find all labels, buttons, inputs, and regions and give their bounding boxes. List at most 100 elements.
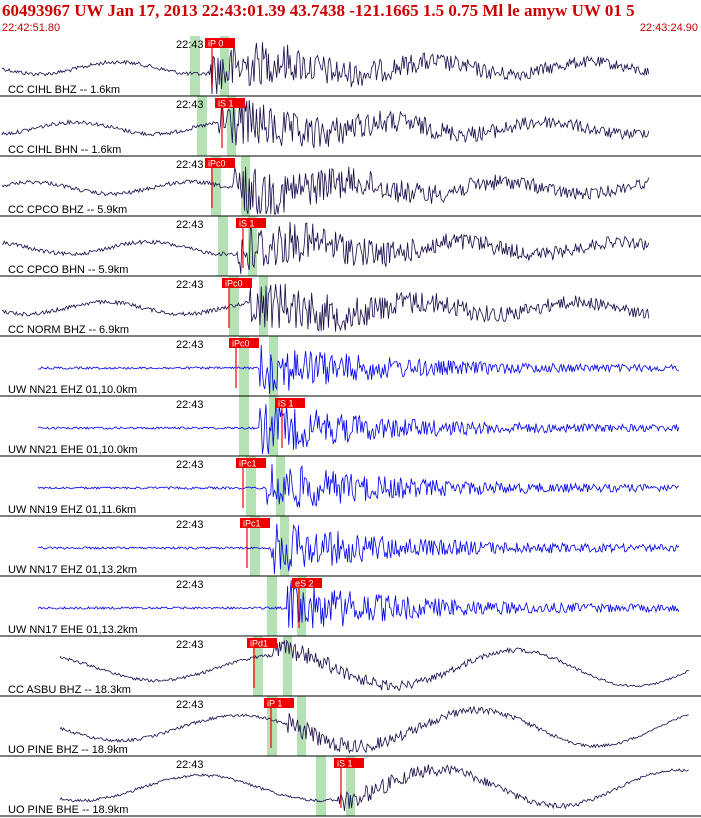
trace-time-label: 22:43 — [176, 699, 204, 711]
station-label: UW NN21 EHZ 01,10.0km — [8, 384, 137, 396]
s-window-band — [280, 516, 289, 576]
trace-panel[interactable]: 22:43 UW NN21 EHZ 01,10.0km iPc0 — [0, 338, 701, 397]
p-window-band — [211, 156, 221, 216]
s-window-band — [276, 456, 285, 516]
phase-pick-flag[interactable] — [205, 38, 235, 48]
phase-pick-flag[interactable] — [236, 218, 266, 228]
trace-panel[interactable]: 22:43 CC ASBU BHZ -- 18.3km iPd1 — [0, 638, 701, 697]
station-label: CC NORM BHZ -- 6.9km — [8, 324, 129, 336]
waveform-trace[interactable] — [37, 403, 680, 455]
trace-panel[interactable]: 22:43 UW NN19 EHZ 01,11.6km iPc1 — [0, 458, 701, 517]
phase-pick-label: iS 1 — [239, 219, 255, 229]
trace-panel[interactable]: 22:43 UW NN17 EHE 01,13.2km eS 2 — [0, 578, 701, 637]
trace-time-label: 22:43 — [176, 759, 204, 771]
trace-panel[interactable]: 22:43 CC NORM BHZ -- 6.9km iPc0 — [0, 278, 701, 337]
trace-time-label: 22:43 — [176, 339, 204, 351]
waveform-trace[interactable] — [37, 523, 680, 575]
phase-pick-label: iPd1 — [250, 639, 268, 649]
phase-pick-flag[interactable] — [275, 398, 305, 408]
waveform-trace[interactable] — [1, 42, 650, 95]
p-window-band — [246, 456, 256, 516]
trace-time-label: 22:43 — [176, 579, 204, 591]
waveform-trace[interactable] — [59, 764, 689, 811]
trace-panel[interactable]: 22:43 UW NN17 EHZ 01,13.2km iPc1 — [0, 518, 701, 577]
phase-pick-label: iP 0 — [208, 39, 223, 49]
phase-pick-flag[interactable] — [247, 638, 277, 648]
station-label: UO PINE BHZ -- 18.9km — [8, 744, 128, 756]
p-window-band — [267, 576, 277, 636]
station-label: UW NN17 EHZ 01,13.2km — [8, 564, 137, 576]
phase-pick-label: iPc0 — [225, 279, 243, 289]
trace-time-label: 22:43 — [176, 219, 204, 231]
s-window-band — [269, 336, 278, 396]
event-title: 60493967 UW Jan 17, 2013 22:43:01.39 43.… — [2, 1, 635, 20]
s-window-band — [297, 696, 306, 756]
seismogram-panel[interactable]: 22:43 CC CIHL BHZ -- 1.6km iP 0 22:43 CC CIH… — [0, 36, 701, 818]
trace-panel[interactable]: 22:43 UO PINE BHZ -- 18.9km iP 1 — [0, 698, 701, 757]
phase-pick-flag[interactable] — [222, 278, 252, 288]
waveform-trace[interactable] — [1, 283, 650, 332]
phase-pick-flag[interactable] — [236, 458, 266, 468]
s-window-band — [346, 756, 355, 816]
waveform-trace[interactable] — [59, 639, 689, 692]
waveform-trace[interactable] — [37, 344, 680, 395]
phase-pick-label: iS 1 — [337, 759, 353, 769]
p-window-band — [253, 636, 263, 696]
p-window-band — [239, 396, 249, 456]
s-window-band — [241, 156, 250, 216]
trace-time-label: 22:43 — [176, 39, 204, 51]
phase-pick-flag[interactable] — [334, 758, 364, 768]
station-label: CC CPCO BHN -- 5.9km — [8, 264, 128, 276]
s-window-band — [220, 36, 229, 96]
s-window-band — [283, 636, 292, 696]
waveform-trace[interactable] — [1, 166, 650, 215]
station-label: UW NN19 EHZ 01,11.6km — [8, 504, 136, 516]
waveform-trace[interactable] — [37, 464, 680, 508]
phase-pick-label: iP 1 — [267, 699, 282, 709]
phase-pick-flag[interactable] — [264, 698, 294, 708]
trace-time-label: 22:43 — [176, 279, 204, 291]
trace-panel[interactable]: 22:43 CC CIHL BHZ -- 1.6km iP 0 — [0, 38, 701, 97]
station-label: CC CIHL BHZ -- 1.6km — [8, 84, 120, 96]
p-window-band — [218, 216, 228, 276]
phase-pick-label: iPc0 — [208, 159, 226, 169]
p-window-band — [316, 756, 326, 816]
phase-pick-flag[interactable] — [205, 158, 235, 168]
phase-pick-label: iS 1 — [278, 399, 294, 409]
phase-pick-flag[interactable] — [292, 578, 322, 588]
p-window-band — [267, 696, 277, 756]
station-label: CC ASBU BHZ -- 18.3km — [8, 684, 131, 696]
p-window-band — [229, 276, 239, 336]
station-label: UW NN21 EHE 01,10.0km — [8, 444, 138, 456]
waveform-trace[interactable] — [59, 705, 689, 754]
p-window-band — [190, 36, 200, 96]
station-label: CC CPCO BHZ -- 5.9km — [8, 204, 127, 216]
waveform-trace[interactable] — [1, 221, 650, 274]
p-window-band — [239, 336, 249, 396]
trace-time-label: 22:43 — [176, 159, 204, 171]
phase-pick-flag[interactable] — [229, 338, 259, 348]
station-label: CC CIHL BHN -- 1.6km — [8, 144, 121, 156]
window-start-time: 22:42:51.80 — [2, 22, 61, 34]
phase-pick-flag[interactable] — [240, 518, 270, 528]
phase-pick-label: iPc1 — [243, 519, 261, 529]
phase-pick-label: eS 2 — [295, 579, 314, 589]
trace-panel[interactable]: 22:43 UW NN21 EHE 01,10.0km iS 1 — [0, 398, 701, 457]
trace-time-label: 22:43 — [176, 399, 204, 411]
trace-panel[interactable]: 22:43 CC CPCO BHN -- 5.9km iS 1 — [0, 218, 701, 277]
station-label: UO PINE BHE -- 18.9km — [8, 804, 128, 816]
trace-time-label: 22:43 — [176, 459, 204, 471]
waveform-trace[interactable] — [1, 99, 650, 149]
trace-panel[interactable]: 22:43 CC CPCO BHZ -- 5.9km iPc0 — [0, 158, 701, 217]
station-label: UW NN17 EHE 01,13.2km — [8, 624, 138, 636]
trace-time-label: 22:43 — [176, 99, 204, 111]
phase-pick-label: iS 1 — [218, 99, 234, 109]
trace-time-label: 22:43 — [176, 519, 204, 531]
phase-pick-flag[interactable] — [215, 98, 245, 108]
waveform-trace[interactable] — [37, 580, 680, 629]
trace-time-label: 22:43 — [176, 639, 204, 651]
trace-panel[interactable]: 22:43 UO PINE BHE -- 18.9km iS 1 — [0, 758, 701, 817]
window-end-time: 22:43:24.90 — [639, 22, 698, 34]
record-header: 60493967 UW Jan 17, 2013 22:43:01.39 43.… — [0, 0, 701, 36]
trace-panel[interactable]: 22:43 CC CIHL BHN -- 1.6km iS 1 — [0, 98, 701, 157]
